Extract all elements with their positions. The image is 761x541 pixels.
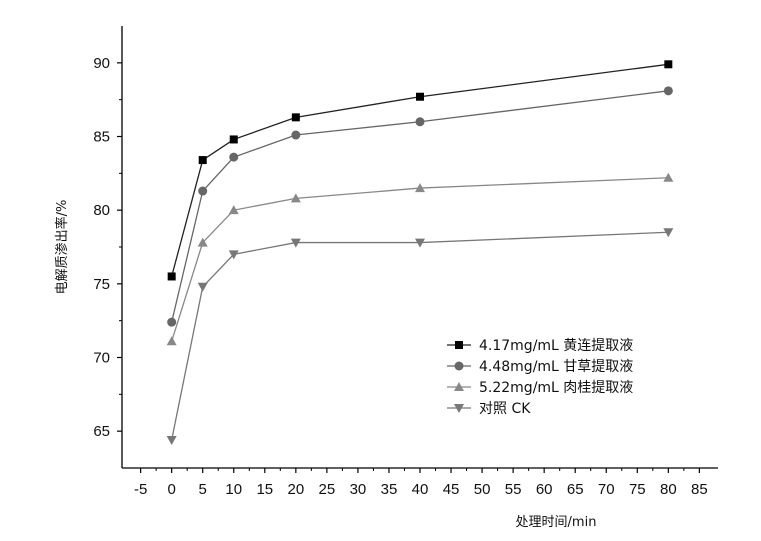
legend-marker — [454, 404, 464, 413]
series-line — [171, 63, 669, 277]
x-tick-label: 85 — [691, 481, 708, 498]
legend-marker — [454, 382, 464, 391]
x-tick-label: 75 — [629, 481, 646, 498]
data-point — [166, 336, 177, 346]
series-line — [171, 90, 669, 323]
data-point — [291, 113, 300, 122]
x-tick-label: 55 — [505, 481, 522, 498]
x-tick-label: 35 — [381, 481, 398, 498]
data-point — [290, 238, 301, 248]
legend: 4.17mg/mL 黄连提取液 4.48mg/mL 甘草提取液 5.22mg/mL … — [447, 337, 633, 417]
data-point — [229, 152, 239, 162]
legend-item: 对照 CK — [447, 401, 531, 417]
y-tick-label: 85 — [93, 129, 110, 146]
legend-label: 5.22mg/mL 肉桂提取液 — [479, 380, 633, 396]
legend-label: 对照 CK — [479, 401, 531, 417]
data-point — [415, 238, 425, 248]
data-point — [664, 60, 673, 69]
x-tick-label: 50 — [474, 481, 491, 498]
data-point — [198, 186, 208, 196]
series-2 — [167, 86, 673, 327]
data-point — [663, 172, 674, 182]
y-tick-label: 80 — [93, 202, 110, 219]
x-tick-label: 15 — [256, 481, 273, 498]
data-point — [290, 193, 301, 203]
legend-item: 4.48mg/mL 甘草提取液 — [447, 359, 633, 375]
axes: -5 0 5 10 15 20 25 30 35 40 45 50 55 60 65 70 75 80 85 65 70… — [93, 26, 718, 498]
y-tick-label: 70 — [93, 350, 110, 367]
series-4 — [166, 228, 674, 446]
x-tick-label: 25 — [319, 481, 336, 498]
legend-label: 4.17mg/mL 黄连提取液 — [479, 337, 633, 354]
y-axis-title: 电解质渗出率/% — [54, 200, 70, 295]
series-layer — [166, 60, 674, 446]
data-point — [416, 92, 424, 101]
series-3 — [166, 172, 674, 346]
data-point — [197, 237, 208, 247]
y-tick-label: 75 — [93, 276, 110, 293]
x-tick-label: 40 — [412, 481, 429, 498]
series-1 — [167, 60, 673, 281]
legend-marker — [454, 361, 464, 371]
legend-label: 4.48mg/mL 甘草提取液 — [479, 359, 633, 375]
data-point — [228, 250, 239, 260]
data-point — [663, 86, 673, 96]
data-point — [167, 272, 176, 281]
data-point — [415, 183, 425, 193]
data-point — [198, 156, 207, 165]
x-tick-label: -5 — [134, 481, 147, 498]
x-tick-label: 60 — [536, 481, 553, 498]
data-point — [291, 130, 301, 140]
series-line — [171, 177, 669, 342]
x-tick-label: 65 — [567, 481, 584, 498]
series-line — [171, 231, 669, 441]
x-tick-label: 0 — [167, 481, 175, 498]
legend-item: 4.17mg/mL 黄连提取液 — [447, 337, 633, 354]
data-point — [663, 228, 674, 238]
data-point — [228, 205, 239, 215]
x-tick-label: 10 — [225, 481, 242, 498]
data-point — [415, 117, 425, 127]
y-tick-label: 65 — [93, 423, 110, 440]
x-axis-title: 处理时间/min — [516, 515, 597, 530]
x-tick-label: 70 — [598, 481, 615, 498]
y-tick-label: 90 — [93, 55, 110, 72]
x-tick-label: 30 — [350, 481, 367, 498]
x-tick-label: 80 — [660, 481, 677, 498]
legend-item: 5.22mg/mL 肉桂提取液 — [447, 380, 633, 396]
data-point — [167, 317, 177, 327]
data-point — [197, 282, 208, 292]
x-tick-label: 5 — [199, 481, 207, 498]
x-tick-label: 20 — [287, 481, 304, 498]
data-point — [166, 436, 177, 446]
legend-marker — [455, 341, 463, 349]
data-point — [229, 135, 238, 144]
x-tick-label: 45 — [443, 481, 460, 498]
